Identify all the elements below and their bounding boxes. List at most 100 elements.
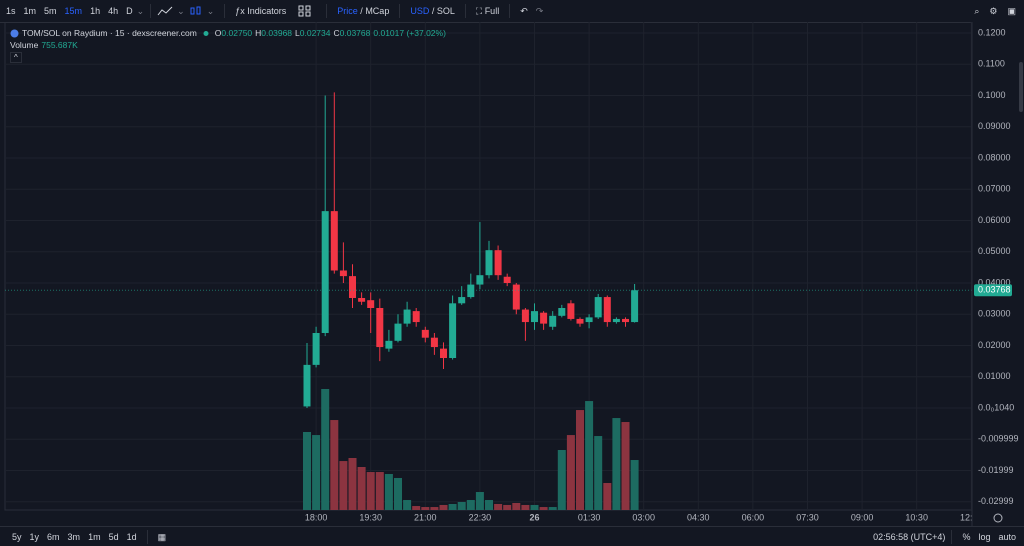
y-tick-label: -0.02999 (978, 496, 1014, 506)
interval-button[interactable]: 5m (44, 6, 57, 16)
range-button[interactable]: 5d (108, 532, 119, 542)
range-button[interactable]: 6m (47, 532, 60, 542)
volume-bar (312, 435, 321, 510)
collapse-button[interactable]: ^ (10, 51, 22, 63)
volume-bar (475, 492, 484, 510)
interval-button[interactable]: 1h (90, 6, 101, 16)
y-tick-label: 0.08000 (978, 152, 1011, 162)
volume-bar (548, 507, 557, 510)
full-label: Full (484, 5, 500, 16)
range-button[interactable]: 1m (88, 532, 101, 542)
x-tick-label: 19:30 (359, 512, 382, 522)
high-key: H (255, 28, 262, 38)
interval-button[interactable]: 15m (64, 6, 83, 16)
token-icon (10, 29, 19, 37)
volume-bar (321, 389, 330, 510)
chart-type-icon[interactable] (157, 5, 173, 17)
candle-body (421, 329, 429, 338)
volume-bar (521, 504, 530, 510)
indicators-label: Indicators (247, 6, 287, 16)
x-tick-label: 18:00 (305, 512, 328, 522)
x-tick-label: 03:00 (632, 512, 655, 522)
open-value: 0.02750 (221, 28, 253, 38)
interval-button[interactable]: 1s (6, 6, 16, 16)
volume-bar (530, 504, 539, 510)
volume-bar (485, 500, 493, 510)
volume-bar (394, 477, 402, 510)
candle-body (622, 318, 629, 323)
candle-body (567, 303, 575, 319)
status-dot (203, 30, 209, 36)
candle-body (312, 333, 320, 365)
usd-option: USD (410, 6, 430, 16)
price-mcap-toggle[interactable]: Price / MCap (337, 6, 390, 16)
volume-bar (375, 472, 384, 510)
search-button[interactable]: ⌕ (974, 5, 980, 16)
candle-body (367, 300, 375, 308)
settings-button[interactable]: ⚙ (989, 5, 998, 16)
layout-icon[interactable] (298, 5, 312, 17)
log-toggle[interactable]: log (978, 532, 991, 542)
volume-bar (621, 422, 630, 510)
volume-bar (430, 507, 439, 510)
percent-toggle[interactable]: % (962, 532, 971, 542)
interval-button[interactable]: 4h (108, 6, 119, 16)
interval-button[interactable]: 1m (23, 6, 37, 16)
candles-menu[interactable]: ⌄ (206, 5, 215, 16)
y-tick-label: 0.07000 (978, 184, 1011, 194)
low-value: 0.02734 (299, 28, 331, 38)
y-tick-label: 0.0₀1040 (978, 402, 1014, 412)
separator (326, 4, 328, 18)
low-key: L (295, 28, 300, 38)
candle-body (612, 318, 620, 323)
currency-toggle[interactable]: USD / SOL (410, 6, 455, 16)
fullscreen-button[interactable]: ⛶ Full (475, 5, 500, 16)
y-tick-label: 0.03000 (978, 309, 1011, 319)
right-tools: ⌕ ⚙ ▣ (974, 6, 1016, 17)
x-tick-label: 04:30 (687, 512, 710, 522)
candle-body (303, 364, 311, 407)
candle-body (385, 340, 393, 349)
volume-bar (603, 483, 612, 510)
y-tick-label: 0.05000 (978, 246, 1011, 256)
candle-body (467, 284, 475, 298)
candle-body (476, 275, 484, 285)
volume-bar (357, 466, 366, 510)
candles-icon[interactable] (189, 5, 203, 17)
x-tick-label: 22:30 (469, 512, 492, 522)
date-range-button[interactable]: ▦ (157, 531, 167, 542)
volume-bar (403, 500, 412, 510)
high-value: 0.03968 (261, 28, 293, 38)
range-button[interactable]: 3m (67, 532, 81, 542)
open-key: O (214, 28, 222, 38)
indicators-button[interactable]: ƒx Indicators (235, 6, 287, 16)
volume-bar (366, 472, 375, 510)
y-tick-label: 0.06000 (978, 215, 1011, 225)
snapshot-button[interactable]: ▣ (1007, 5, 1016, 16)
axis-settings (993, 513, 1003, 523)
volume-bar (612, 418, 621, 510)
volume-row: Volume 755.687K (10, 39, 446, 51)
chart-type-menu[interactable]: ⌄ (177, 5, 185, 16)
range-button[interactable]: 5y (12, 532, 22, 542)
separator (399, 4, 401, 18)
interval-button[interactable]: D (126, 6, 133, 16)
range-button[interactable]: 1y (29, 532, 40, 542)
candle-body (558, 308, 566, 316)
x-tick-label: 21:00 (414, 512, 437, 522)
candle-body (358, 298, 366, 302)
range-button[interactable]: 1d (126, 532, 137, 542)
last-price-label: 0.03768 (978, 285, 1011, 295)
volume-key: Volume (10, 40, 39, 50)
interval-menu[interactable]: ⌄ (136, 5, 145, 16)
auto-toggle[interactable]: auto (998, 532, 1016, 542)
candle-body (321, 211, 329, 333)
redo-button[interactable]: ↷ (535, 5, 544, 16)
separator (224, 4, 226, 18)
candle-body (430, 337, 438, 348)
volume-bar (585, 401, 594, 510)
x-tick-label: 06:00 (742, 512, 765, 522)
candle-body (494, 250, 502, 276)
undo-button[interactable]: ↶ (520, 5, 528, 16)
